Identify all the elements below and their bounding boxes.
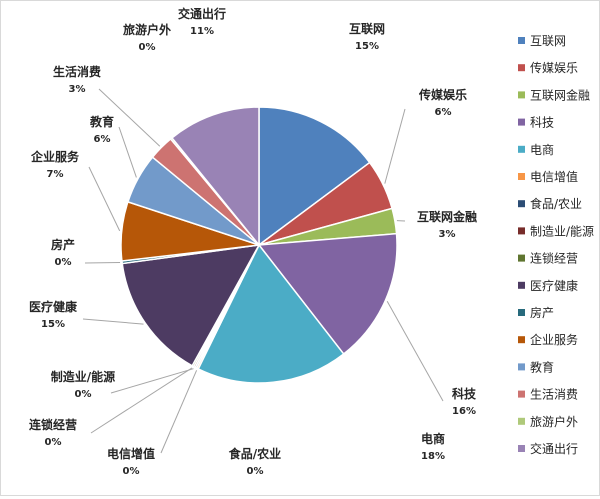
legend-label: 电信增值 bbox=[530, 169, 578, 184]
legend-swatch bbox=[518, 391, 525, 398]
slice-label: 互联网金融 bbox=[417, 209, 477, 224]
legend-label: 互联网 bbox=[530, 34, 566, 48]
slice-percent: 15% bbox=[355, 41, 379, 52]
legend-label: 交通出行 bbox=[530, 441, 578, 456]
leader-line bbox=[85, 263, 120, 264]
slice-label: 交通出行 bbox=[178, 6, 226, 21]
leader-line bbox=[119, 127, 136, 177]
legend-label: 食品/农业 bbox=[530, 196, 582, 211]
leader-line bbox=[111, 369, 194, 393]
legend-swatch bbox=[518, 119, 525, 126]
legend-swatch bbox=[518, 336, 525, 343]
slice-percent: 3% bbox=[439, 229, 456, 240]
legend-label: 企业服务 bbox=[530, 332, 578, 347]
slice-label: 医疗健康 bbox=[29, 299, 78, 314]
slice-label: 制造业/能源 bbox=[51, 369, 115, 384]
legend-swatch bbox=[518, 146, 525, 153]
slice-percent: 3% bbox=[69, 84, 86, 95]
legend-label: 电商 bbox=[530, 142, 554, 157]
slice-percent: 0% bbox=[247, 466, 264, 477]
slice-percent: 0% bbox=[75, 389, 92, 400]
slice-percent: 6% bbox=[435, 107, 452, 118]
leader-line bbox=[89, 167, 120, 231]
legend-label: 旅游户外 bbox=[530, 414, 578, 429]
slice-label: 生活消费 bbox=[53, 64, 101, 79]
leader-line bbox=[385, 109, 405, 184]
slice-percent: 7% bbox=[47, 169, 64, 180]
legend-swatch bbox=[518, 173, 525, 180]
legend-swatch bbox=[518, 282, 525, 289]
slice-percent: 16% bbox=[452, 406, 476, 417]
slice-label: 企业服务 bbox=[30, 149, 80, 164]
slice-percent: 0% bbox=[139, 42, 156, 53]
leader-line bbox=[387, 301, 443, 401]
slice-percent: 11% bbox=[190, 26, 214, 37]
legend-swatch bbox=[518, 64, 525, 71]
slice-percent: 0% bbox=[45, 437, 62, 448]
slice-label: 连锁经营 bbox=[29, 417, 77, 432]
slice-label: 传媒娱乐 bbox=[418, 87, 467, 102]
legend-label: 生活消费 bbox=[530, 388, 578, 402]
legend-swatch bbox=[518, 37, 525, 44]
slice-percent: 6% bbox=[94, 134, 111, 145]
slice-label: 电商 bbox=[421, 431, 445, 446]
legend-label: 教育 bbox=[530, 359, 554, 374]
legend-swatch bbox=[518, 227, 525, 234]
slice-percent: 0% bbox=[55, 257, 72, 268]
legend-label: 连锁经营 bbox=[530, 251, 578, 266]
legend-label: 科技 bbox=[530, 116, 554, 130]
legend-label: 传媒娱乐 bbox=[530, 60, 578, 75]
slice-label: 教育 bbox=[89, 114, 114, 129]
legend-label: 房产 bbox=[530, 305, 554, 320]
slice-label: 电信增值 bbox=[107, 446, 155, 461]
slice-percent: 18% bbox=[421, 451, 445, 462]
leader-line bbox=[83, 319, 144, 324]
slice-label: 房产 bbox=[51, 237, 75, 252]
slice-label: 科技 bbox=[452, 386, 477, 401]
slice-label: 旅游户外 bbox=[123, 22, 171, 37]
legend-swatch bbox=[518, 418, 525, 425]
legend-label: 互联网金融 bbox=[530, 87, 590, 102]
pie-slices bbox=[121, 107, 397, 383]
slice-label: 互联网 bbox=[349, 22, 385, 36]
legend-swatch bbox=[518, 200, 525, 207]
legend-swatch bbox=[518, 309, 525, 316]
legend-label: 制造业/能源 bbox=[530, 224, 594, 238]
slice-percent: 0% bbox=[123, 466, 140, 477]
legend-swatch bbox=[518, 445, 525, 452]
slice-label: 食品/农业 bbox=[228, 446, 281, 461]
legend-swatch bbox=[518, 91, 525, 98]
leader-line bbox=[161, 370, 197, 453]
legend-swatch bbox=[518, 255, 525, 262]
legend-swatch bbox=[518, 363, 525, 370]
legend-label: 医疗健康 bbox=[530, 278, 578, 293]
slice-percent: 15% bbox=[41, 319, 65, 330]
legend: 互联网传媒娱乐互联网金融科技电商电信增值食品/农业制造业/能源连锁经营医疗健康房… bbox=[518, 34, 594, 456]
